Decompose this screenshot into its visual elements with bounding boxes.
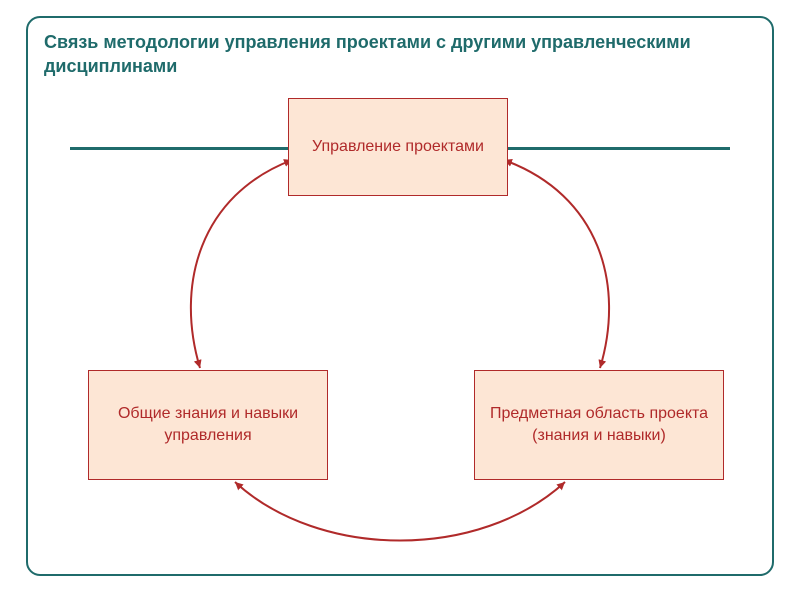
- node-label: Предметная область проекта (знания и нав…: [490, 403, 708, 446]
- node-label: Управление проектами: [312, 136, 484, 158]
- node-general-knowledge: Общие знания и навыки управления: [88, 370, 328, 480]
- node-project-management: Управление проектами: [288, 98, 508, 196]
- node-label-line2: (знания и навыки): [532, 427, 666, 444]
- node-label-line1: Предметная область проекта: [490, 405, 708, 422]
- diagram-title: Связь методологии управления проектами с…: [44, 30, 754, 79]
- node-label: Общие знания и навыки управления: [99, 403, 317, 446]
- diagram-canvas: { "canvas": { "width": 800, "height": 60…: [0, 0, 800, 600]
- node-subject-area: Предметная область проекта (знания и нав…: [474, 370, 724, 480]
